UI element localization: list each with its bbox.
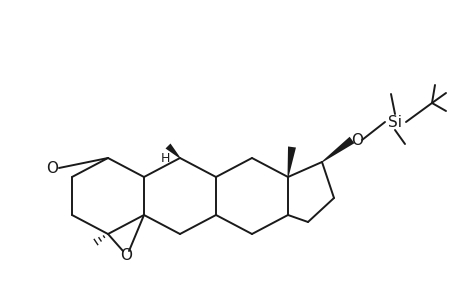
Text: O: O <box>120 248 132 262</box>
Polygon shape <box>321 137 353 162</box>
Polygon shape <box>287 146 295 177</box>
Text: O: O <box>46 160 58 175</box>
Polygon shape <box>165 143 180 158</box>
Text: Si: Si <box>387 115 401 130</box>
Text: O: O <box>350 133 362 148</box>
Text: H: H <box>160 152 169 164</box>
